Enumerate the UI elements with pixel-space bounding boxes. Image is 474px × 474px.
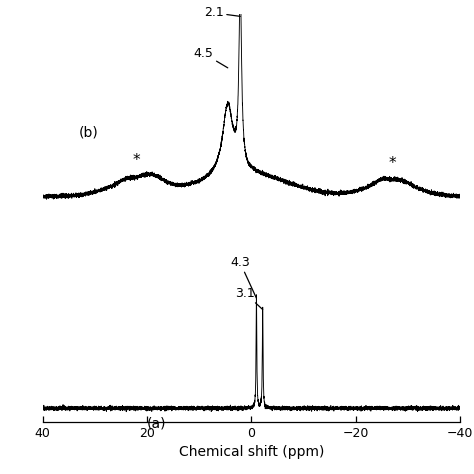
Text: (b): (b): [79, 125, 99, 139]
Text: *: *: [388, 156, 396, 171]
Text: *: *: [133, 154, 140, 168]
Text: 4.3: 4.3: [230, 256, 256, 298]
Text: 3.1: 3.1: [236, 287, 263, 310]
Text: (a): (a): [147, 416, 166, 430]
Text: 4.5: 4.5: [194, 47, 228, 68]
Text: 2.1: 2.1: [204, 6, 240, 19]
X-axis label: Chemical shift (ppm): Chemical shift (ppm): [179, 445, 324, 459]
